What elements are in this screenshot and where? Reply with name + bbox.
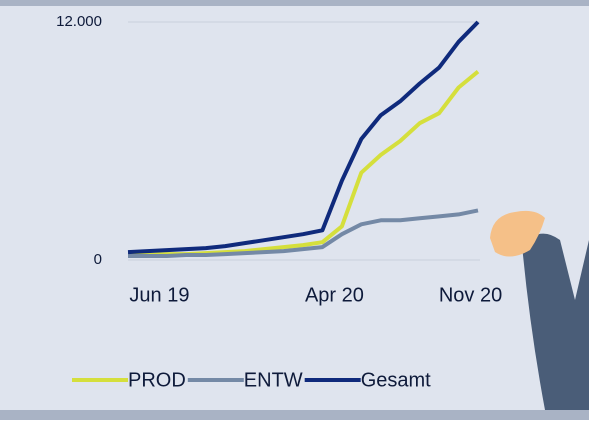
legend-label: Gesamt <box>361 369 431 391</box>
legend-label: PROD <box>128 369 186 391</box>
slide: 0 12.000 Jun 19 Apr 20 Nov 20 PROD ENTW Gesamt <box>0 0 589 422</box>
x-tick-label: Nov 20 <box>439 284 502 306</box>
legend-label: ENTW <box>244 369 303 391</box>
top-band <box>0 0 589 6</box>
panel-background <box>0 6 589 410</box>
x-tick-label: Apr 20 <box>305 284 364 306</box>
y-tick-label: 0 <box>94 251 102 268</box>
y-tick-label: 12.000 <box>56 13 102 30</box>
x-tick-label: Jun 19 <box>129 284 189 306</box>
bottom-band <box>0 410 589 420</box>
